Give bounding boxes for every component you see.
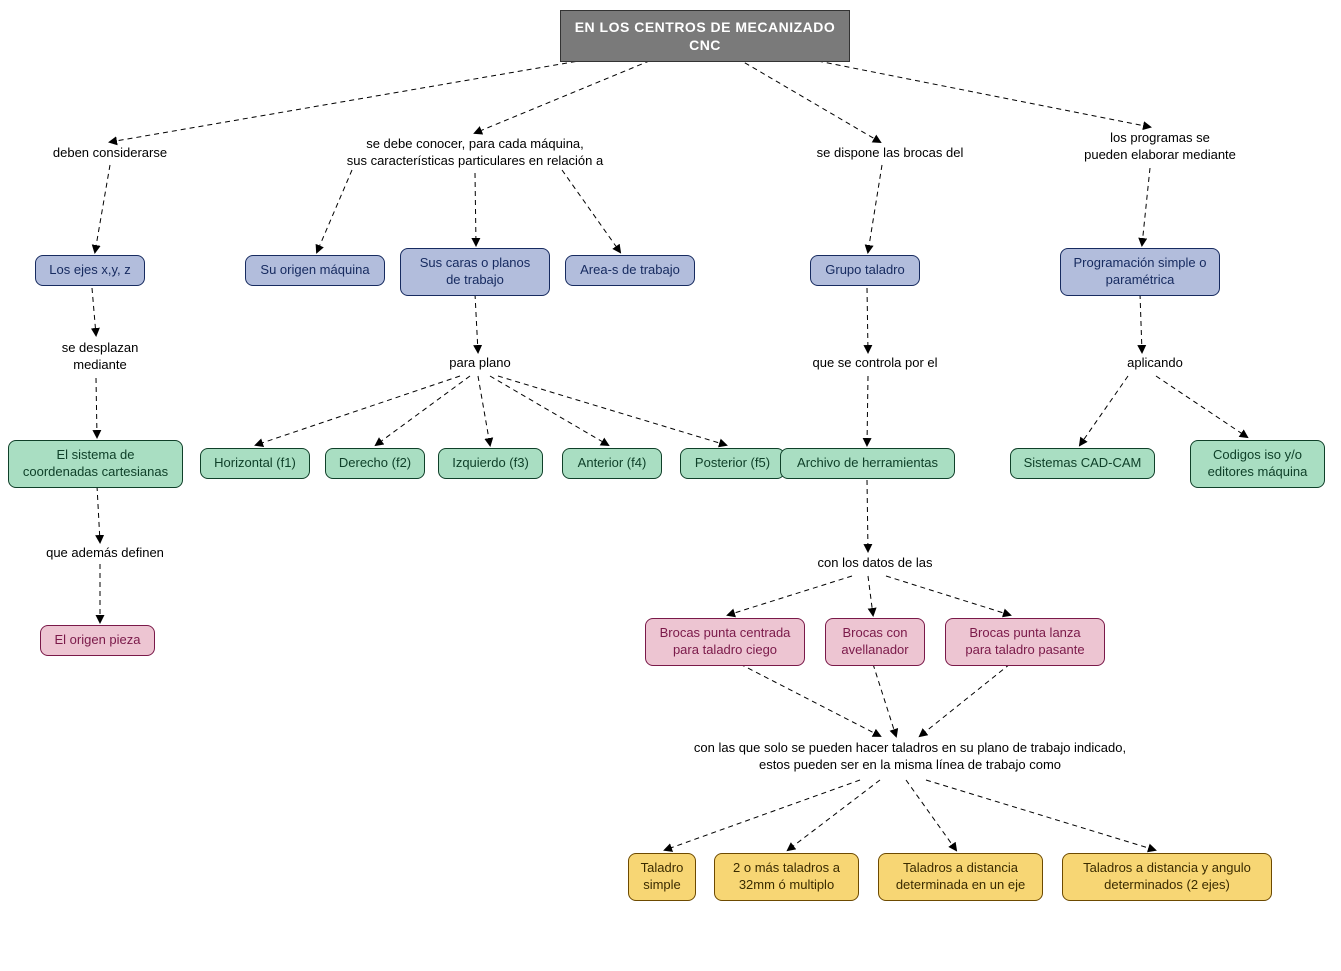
label-datos: con los datos de las <box>800 555 950 572</box>
label-aplicando: aplicando <box>1110 355 1200 372</box>
label-plano-trabajo: con las que solo se pueden hacer taladro… <box>660 740 1160 774</box>
node-area: Area-s de trabajo <box>565 255 695 286</box>
node-taladro-dist: Taladros a distancia determinada en un e… <box>878 853 1043 901</box>
node-brocas-lanza: Brocas punta lanza para taladro pasante <box>945 618 1105 666</box>
label-controla: que se controla por el <box>795 355 955 372</box>
node-ejes: Los ejes x,y, z <box>35 255 145 286</box>
label-deben-considerarse: deben considerarse <box>35 145 185 162</box>
label-brocas: se dispone las brocas del <box>800 145 980 162</box>
node-f2: Derecho (f2) <box>325 448 425 479</box>
node-grupo-taladro: Grupo taladro <box>810 255 920 286</box>
node-caras: Sus caras o planos de trabajo <box>400 248 550 296</box>
node-cadcam: Sistemas CAD-CAM <box>1010 448 1155 479</box>
node-archivo: Archivo de herramientas <box>780 448 955 479</box>
node-f5: Posterior (f5) <box>680 448 785 479</box>
label-programas: los programas se pueden elaborar mediant… <box>1060 130 1260 164</box>
label-para-plano: para plano <box>435 355 525 372</box>
label-desplazan: se desplazan mediante <box>50 340 150 374</box>
node-origen-maquina: Su origen máquina <box>245 255 385 286</box>
node-programacion: Programación simple o paramétrica <box>1060 248 1220 296</box>
node-origen-pieza: El origen pieza <box>40 625 155 656</box>
node-taladro-angulo: Taladros a distancia y angulo determinad… <box>1062 853 1272 901</box>
node-iso: Codigos iso y/o editores máquina <box>1190 440 1325 488</box>
node-taladro-simple: Taladro simple <box>628 853 696 901</box>
label-caracteristicas: se debe conocer, para cada máquina, sus … <box>315 136 635 170</box>
node-taladro-32: 2 o más taladros a 32mm ó multiplo <box>714 853 859 901</box>
node-f1: Horizontal (f1) <box>200 448 310 479</box>
node-brocas-centrada: Brocas punta centrada para taladro ciego <box>645 618 805 666</box>
node-f3: Izquierdo (f3) <box>438 448 543 479</box>
node-cartesianas: El sistema de coordenadas cartesianas <box>8 440 183 488</box>
node-root: EN LOS CENTROS DE MECANIZADO CNC <box>560 10 850 62</box>
node-brocas-avellanador: Brocas con avellanador <box>825 618 925 666</box>
label-definen: que además definen <box>30 545 180 562</box>
node-f4: Anterior (f4) <box>562 448 662 479</box>
